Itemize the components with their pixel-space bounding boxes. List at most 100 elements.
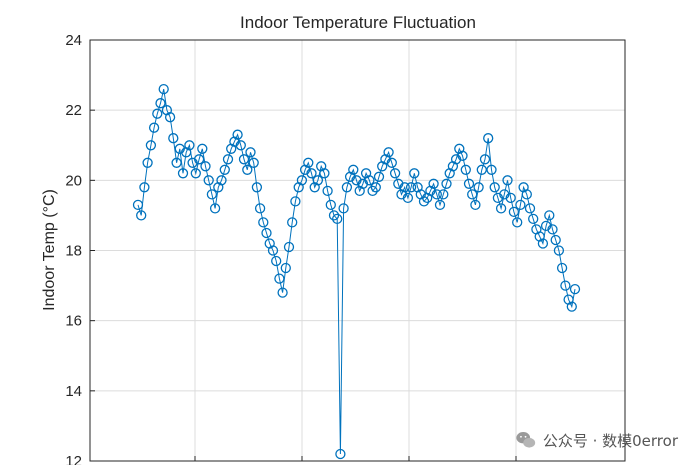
data-point bbox=[152, 108, 163, 119]
data-point bbox=[136, 210, 147, 221]
data-point bbox=[158, 83, 169, 95]
data-point bbox=[280, 262, 291, 274]
data-point bbox=[245, 147, 256, 158]
chart-title: Indoor Temperature Fluctuation bbox=[240, 13, 476, 32]
data-point bbox=[325, 199, 336, 211]
data-point bbox=[351, 175, 362, 186]
data-point bbox=[303, 157, 314, 168]
data-point bbox=[560, 280, 571, 291]
data-point bbox=[563, 294, 574, 305]
data-point bbox=[438, 189, 449, 200]
data-point bbox=[296, 175, 308, 186]
data-point bbox=[389, 168, 401, 179]
data-point bbox=[428, 178, 439, 189]
data-point bbox=[528, 213, 539, 225]
watermark-text: 公众号 · 数模0error bbox=[542, 431, 678, 450]
data-point bbox=[139, 182, 150, 193]
data-point bbox=[328, 210, 340, 221]
data-point bbox=[242, 164, 253, 175]
data-point bbox=[261, 227, 272, 239]
data-point bbox=[283, 241, 295, 253]
data-point bbox=[203, 175, 214, 186]
data-point bbox=[155, 98, 166, 109]
data-point bbox=[508, 206, 520, 218]
data-point bbox=[271, 255, 282, 267]
data-point bbox=[537, 238, 549, 249]
data-point bbox=[383, 147, 394, 158]
data-point bbox=[335, 448, 346, 460]
data-point bbox=[463, 178, 475, 189]
data-point bbox=[370, 182, 381, 193]
data-point bbox=[235, 140, 246, 151]
data-point bbox=[444, 168, 455, 179]
data-point bbox=[258, 217, 269, 228]
data-point bbox=[569, 283, 581, 295]
data-point bbox=[550, 234, 561, 246]
data-point bbox=[553, 245, 565, 256]
data-point bbox=[174, 143, 185, 154]
data-point bbox=[219, 164, 230, 175]
data-point bbox=[521, 189, 532, 200]
data-point bbox=[348, 164, 359, 175]
data-point bbox=[431, 189, 442, 200]
data-point bbox=[364, 175, 375, 186]
data-point bbox=[502, 175, 513, 186]
data-point bbox=[148, 122, 160, 133]
data-point bbox=[486, 164, 497, 175]
data-point bbox=[534, 231, 545, 242]
data-point bbox=[512, 217, 523, 228]
data-point bbox=[467, 189, 478, 200]
data-point bbox=[547, 224, 558, 235]
data-point bbox=[209, 203, 221, 214]
data-point bbox=[238, 154, 250, 165]
data-point bbox=[473, 182, 484, 193]
data-point bbox=[145, 140, 157, 151]
data-point bbox=[251, 182, 263, 193]
data-point bbox=[344, 171, 356, 182]
data-point bbox=[216, 175, 227, 186]
data-point bbox=[232, 129, 243, 140]
data-point bbox=[161, 105, 173, 116]
data-point bbox=[142, 157, 153, 168]
data-point bbox=[254, 203, 266, 214]
y-axis-label: Indoor Temp (°C) bbox=[41, 189, 58, 311]
data-point bbox=[422, 192, 433, 204]
data-point bbox=[299, 164, 311, 175]
data-point bbox=[184, 140, 195, 151]
data-point bbox=[248, 157, 259, 168]
data-point bbox=[193, 154, 205, 165]
data-point bbox=[399, 182, 410, 193]
data-point bbox=[447, 161, 459, 172]
data-point bbox=[332, 213, 343, 225]
wechat-logo-icon bbox=[516, 432, 535, 448]
data-point bbox=[377, 161, 388, 172]
data-point bbox=[515, 199, 526, 211]
data-point bbox=[450, 154, 462, 165]
data-point bbox=[566, 301, 577, 312]
data-point bbox=[409, 168, 420, 179]
y-tick-label: 16 bbox=[65, 313, 82, 330]
data-point bbox=[457, 150, 468, 161]
data-point bbox=[190, 168, 201, 179]
data-point bbox=[322, 185, 333, 197]
data-point bbox=[393, 178, 404, 189]
data-point bbox=[316, 161, 327, 172]
data-point bbox=[460, 164, 471, 175]
y-tick-label: 18 bbox=[65, 243, 82, 260]
data-point bbox=[171, 157, 182, 168]
data-point bbox=[556, 262, 568, 274]
data-point bbox=[309, 182, 320, 193]
data-point bbox=[274, 273, 285, 284]
data-point bbox=[197, 143, 208, 154]
data-point bbox=[499, 189, 510, 200]
data-point bbox=[505, 192, 516, 204]
data-point bbox=[213, 182, 224, 193]
data-point bbox=[290, 196, 301, 207]
data-point bbox=[338, 203, 349, 214]
data-point bbox=[380, 154, 391, 165]
data-point bbox=[287, 217, 298, 228]
grid-lines bbox=[90, 40, 625, 461]
data-point bbox=[402, 192, 414, 204]
data-point bbox=[168, 133, 179, 144]
